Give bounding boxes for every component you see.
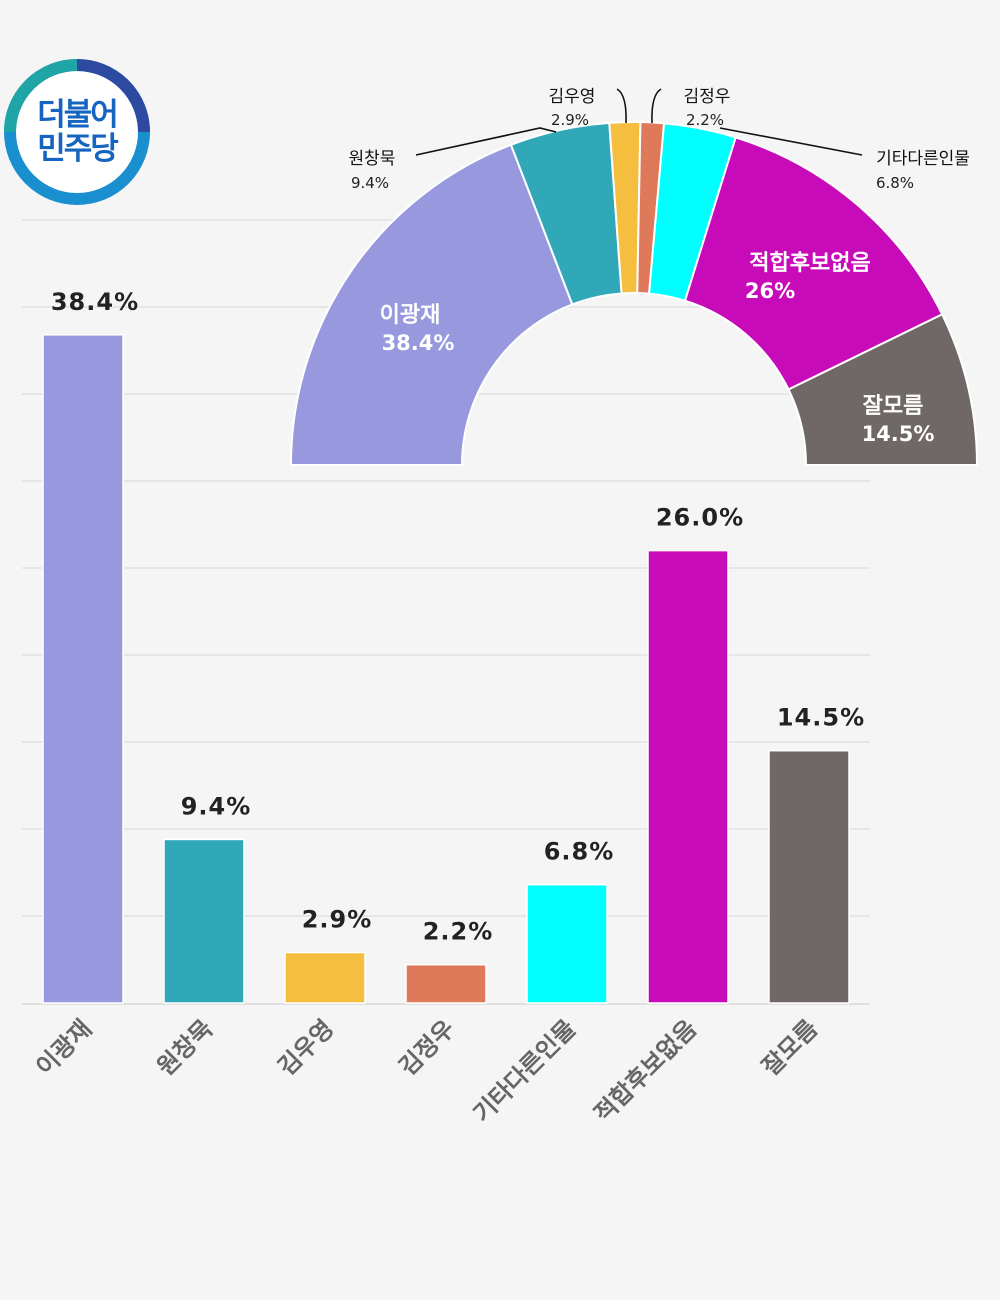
bar-6 <box>768 749 850 1004</box>
donut-outside-label-name: 기타다른인물 <box>876 149 970 169</box>
donut-outside-label-value: 2.9% <box>551 111 589 129</box>
bar-5 <box>647 549 729 1004</box>
leader-line <box>651 88 662 124</box>
donut-label-name: 잘모름 <box>863 394 924 419</box>
donut-outside-label-value: 2.2% <box>686 111 724 129</box>
bar-4 <box>526 883 608 1004</box>
bar-data-label: 14.5% <box>777 704 865 732</box>
donut-label-value: 26% <box>745 279 795 303</box>
bar-data-label: 2.2% <box>423 918 494 946</box>
bar-data-label: 26.0% <box>656 504 744 532</box>
bar-0 <box>42 334 124 1004</box>
donut-slice-0 <box>289 143 574 466</box>
bar-data-label: 9.4% <box>181 792 252 820</box>
donut-outside-label-value: 6.8% <box>876 174 914 192</box>
logo-line-1: 더불어 <box>37 97 119 133</box>
donut-slice-5 <box>683 136 944 391</box>
donut-label-name: 적합후보없음 <box>749 250 870 276</box>
leader-line <box>719 127 863 156</box>
leader-line <box>616 88 627 124</box>
party-logo: 더불어 민주당 <box>2 57 152 207</box>
x-tick-label: 기타다른인물 <box>468 1014 581 1127</box>
bar-2 <box>284 951 366 1004</box>
x-tick-label: 김정우 <box>394 1014 461 1081</box>
bar-data-label: 6.8% <box>544 838 615 866</box>
donut-slice-6 <box>787 313 979 466</box>
donut-outside-label-name: 김정우 <box>684 87 731 107</box>
logo-line-2: 민주당 <box>37 131 119 167</box>
donut-label-name: 이광재 <box>380 303 441 328</box>
bar-1 <box>163 838 245 1004</box>
x-tick-label: 이광재 <box>31 1014 98 1081</box>
bar-3 <box>405 963 487 1004</box>
x-tick-label: 김우영 <box>273 1014 340 1081</box>
donut-label-value: 38.4% <box>382 331 455 355</box>
logo-ring <box>4 59 150 205</box>
leader-line <box>415 127 557 156</box>
x-tick-label: 잘모름 <box>757 1014 824 1081</box>
donut-outside-label-name: 원창묵 <box>349 149 396 169</box>
bar-data-label: 38.4% <box>51 288 139 316</box>
donut-label-value: 14.5% <box>862 422 935 446</box>
x-tick-label: 적합후보없음 <box>589 1014 702 1127</box>
donut-outside-label-name: 김우영 <box>549 87 596 107</box>
bar-data-label: 2.9% <box>302 906 373 934</box>
x-tick-label: 원창묵 <box>152 1014 219 1081</box>
donut-outside-label-value: 9.4% <box>351 174 389 192</box>
